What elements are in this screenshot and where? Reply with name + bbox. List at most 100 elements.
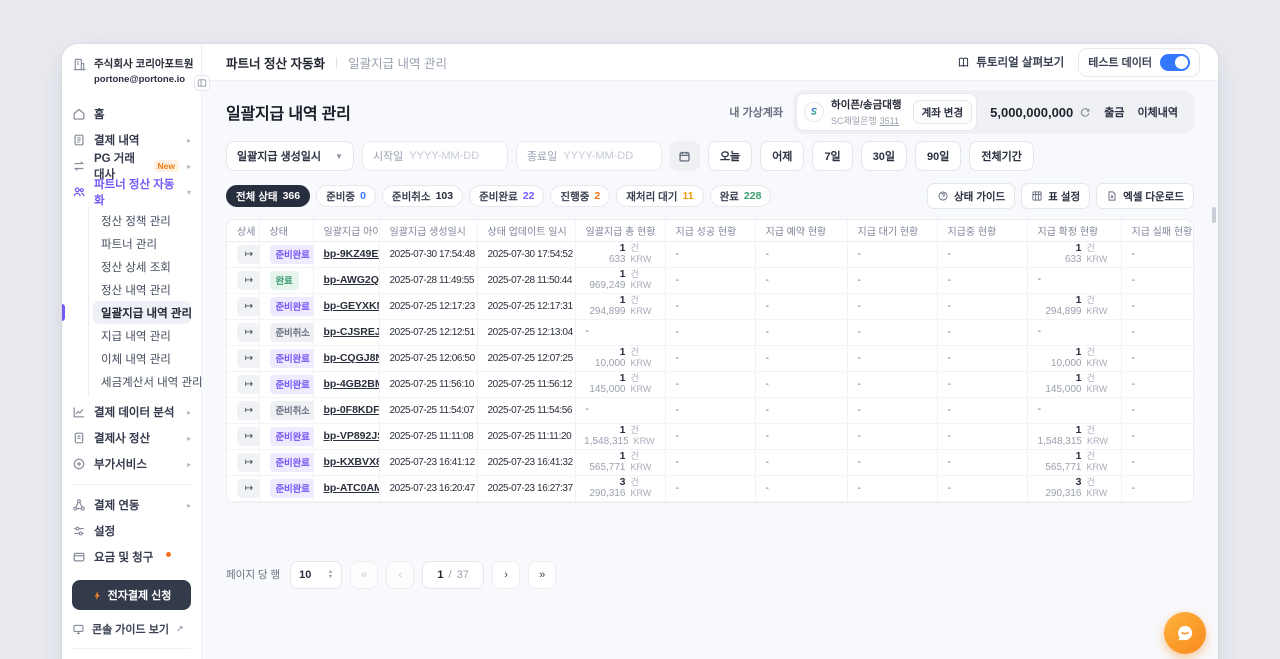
table-settings-button[interactable]: 표 설정 (1021, 183, 1091, 209)
row-detail-button[interactable]: ↦ (237, 400, 258, 420)
rows-per-page-select[interactable]: 10 ▲ ▼ (290, 560, 343, 589)
sidebar-subitem[interactable]: 이체 내역 관리 (101, 353, 171, 366)
test-data-label: 테스트 데이터 (1088, 57, 1152, 69)
start-date-input[interactable]: 시작일 YYYY-MM-DD (361, 141, 508, 171)
refresh-icon[interactable] (1079, 106, 1091, 118)
sidebar-item-integration[interactable]: 결제 연동 ▸ (72, 492, 191, 518)
quick-range-button[interactable]: 전체기간 (969, 141, 1034, 171)
bank-account-number[interactable]: 3511 (879, 116, 899, 126)
sidebar-subitem[interactable]: 지급 내역 관리 (101, 330, 171, 343)
feature-request-link[interactable]: 기능 개선 요청 (72, 655, 191, 659)
org-switcher[interactable]: 주식회사 코리아포트원 (Kore... portone@portone.io (62, 44, 201, 95)
in-progress-cell: - (937, 345, 1028, 372)
status-tab[interactable]: 준비중 0 (316, 185, 376, 207)
row-detail-button[interactable]: ↦ (237, 452, 258, 472)
status-tab[interactable]: 완료 228 (709, 185, 772, 207)
updated-at: 2025-07-25 12:13:04 (477, 319, 576, 346)
column-header: 일괄지급 생성일시 (379, 220, 478, 242)
success-cell: - (665, 371, 756, 398)
status-tab[interactable]: 전체 상태 366 (226, 185, 311, 207)
toggle-switch-on[interactable] (1160, 53, 1190, 71)
sidebar-item-data-analytics[interactable]: 결제 데이터 분석 ▸ (72, 399, 191, 425)
bulk-payout-id-link[interactable]: bp-CQGJ8N98 (323, 352, 379, 364)
sidebar-item-addon-services[interactable]: 부가서비스 ▸ (72, 451, 191, 477)
row-detail-button[interactable]: ↦ (237, 270, 258, 290)
sidebar-item-payments[interactable]: 결제 내역 ▸ (72, 127, 191, 153)
sidebar-item-psp-settlement[interactable]: 결제사 정산 ▸ (72, 425, 191, 451)
row-detail-button[interactable]: ↦ (237, 426, 258, 446)
quick-range-button[interactable]: 어제 (760, 141, 805, 171)
test-data-toggle[interactable]: 테스트 데이터 (1078, 47, 1200, 77)
bulk-payout-id-link[interactable]: bp-9KZ49EVV (323, 248, 379, 260)
bulk-payout-id-link[interactable]: bp-4GB2BM5P (323, 378, 379, 390)
bulk-payout-id-link[interactable]: bp-AWG2QT... (323, 274, 379, 286)
row-detail-button[interactable]: ↦ (237, 374, 258, 394)
transfer-history-button[interactable]: 이체내역 (1138, 104, 1178, 120)
chat-widget-button[interactable] (1164, 612, 1206, 654)
quick-range-button[interactable]: 7일 (812, 141, 853, 171)
sidebar-subitem[interactable]: 세금계산서 내역 관리 (101, 376, 203, 389)
date-type-select[interactable]: 일괄지급 생성일시 ▼ (226, 141, 354, 171)
last-page-button[interactable]: » (528, 560, 557, 589)
failed-cell: - (1121, 449, 1193, 476)
bulk-payout-id-link[interactable]: bp-GEYXKMCK (323, 300, 379, 312)
sidebar-item-pg-recon[interactable]: PG 거래대사 New ▸ (72, 153, 191, 181)
status-tab[interactable]: 재처리 대기 11 (616, 185, 704, 207)
sidebar-subitem[interactable]: 파트너 관리 (101, 238, 158, 251)
change-account-button[interactable]: 계좌 변경 (912, 100, 973, 124)
sidebar-subitem[interactable]: 정산 상세 조회 (101, 261, 171, 274)
row-detail-button[interactable]: ↦ (237, 296, 258, 316)
sidebar-collapse-button[interactable] (194, 75, 210, 91)
status-guide-button[interactable]: 상태 가이드 (926, 183, 1016, 209)
failed-cell: - (1121, 397, 1193, 424)
end-date-input[interactable]: 종료일 YYYY-MM-DD (515, 141, 662, 171)
sidebar-subitem[interactable]: 정산 정책 관리 (101, 215, 171, 228)
row-detail-button[interactable]: ↦ (237, 478, 258, 498)
excel-download-button[interactable]: 엑셀 다운로드 (1096, 183, 1194, 209)
quick-range-button[interactable]: 오늘 (707, 141, 753, 171)
withdraw-button[interactable]: 출금 (1104, 104, 1124, 120)
apply-epayment-button[interactable]: 전자결제 신청 (72, 580, 191, 610)
table-row: ↦ 준비취소 bp-CJSREJYS 2025-07-25 12:12:51 2… (227, 319, 1193, 346)
quick-range-button[interactable]: 90일 (915, 141, 962, 171)
quick-range-button[interactable]: 30일 (860, 141, 908, 171)
bulk-payout-id-link[interactable]: bp-VP892JSM (323, 430, 379, 442)
failed-cell: - (1121, 293, 1193, 320)
chevron-right-icon: ▸ (186, 161, 191, 171)
sidebar-item-partner-settlement[interactable]: 파트너 정산 자동화 ▾ (72, 179, 191, 207)
tutorial-button[interactable]: 튜토리얼 살펴보기 (957, 54, 1064, 70)
breadcrumb-section[interactable]: 파트너 정산 자동화 (226, 56, 325, 71)
rows-per-page-label: 페이지 당 행 (226, 569, 281, 581)
status-tab-label: 준비중 (326, 190, 356, 203)
scrollbar-thumb[interactable] (1212, 207, 1216, 223)
sidebar-item-billing[interactable]: 요금 및 청구 (72, 544, 191, 570)
status-tab-label: 준비취소 (391, 190, 431, 203)
virtual-account-bar: 내 가상계좌 하이픈/송금대행 SC제일은행 3511 계좌 변경 (729, 90, 1194, 134)
calendar-button[interactable] (669, 141, 700, 171)
row-detail-button[interactable]: ↦ (237, 244, 258, 264)
bulk-payout-id-link[interactable]: bp-0F8KDF2X (323, 404, 379, 416)
status-tab[interactable]: 준비취소 103 (381, 185, 464, 207)
row-detail-button[interactable]: ↦ (237, 322, 258, 342)
status-tab[interactable]: 진행중 2 (550, 185, 611, 207)
sidebar-subitem[interactable]: 일괄지급 내역 관리 (62, 301, 192, 324)
row-detail-button[interactable]: ↦ (237, 348, 258, 368)
sidebar-item-home[interactable]: 홈 (72, 101, 191, 127)
bulk-payout-id-link[interactable]: bp-ATC0AM... (323, 482, 379, 494)
reserved-cell: - (755, 449, 848, 476)
sidebar-item-settings[interactable]: 설정 (72, 518, 191, 544)
updated-at: 2025-07-25 12:17:31 (477, 293, 576, 320)
prev-page-button[interactable]: ‹ (386, 560, 415, 589)
bulk-payout-id-link[interactable]: bp-KXBVX8GX (323, 456, 379, 468)
file-download-icon (1106, 190, 1118, 202)
console-guide-link[interactable]: 콘솔 가이드 보기 ↗ (72, 616, 191, 642)
status-tab-count: 103 (435, 190, 454, 202)
sidebar-subitem[interactable]: 정산 내역 관리 (101, 284, 171, 297)
next-page-button[interactable]: › (492, 560, 521, 589)
status-tab[interactable]: 준비완료 22 (469, 185, 545, 207)
bulk-payout-id-link[interactable]: bp-CJSREJYS (323, 326, 379, 338)
confirmed-cell: - (1027, 319, 1122, 346)
first-page-button[interactable]: « (350, 560, 379, 589)
